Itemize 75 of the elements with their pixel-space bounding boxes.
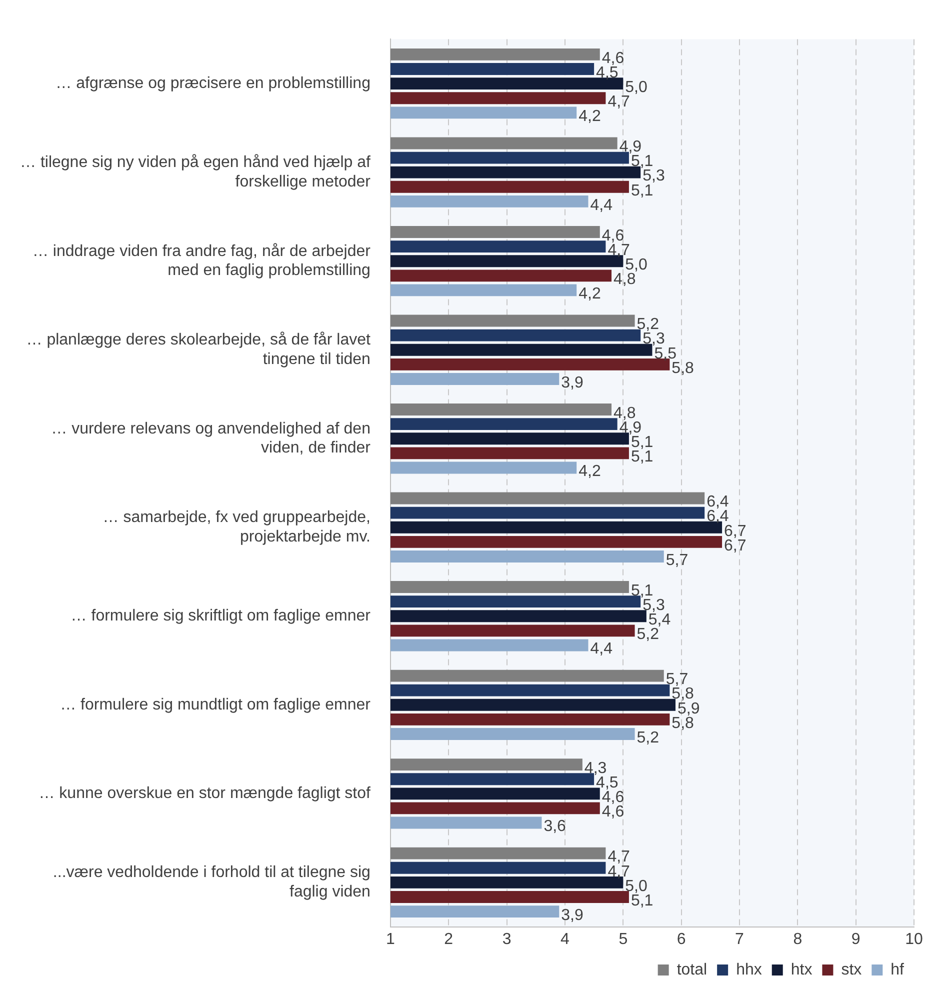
legend-label: stx xyxy=(841,961,862,978)
data-label: 5,8 xyxy=(672,686,694,703)
x-tick-label: 5 xyxy=(618,930,628,948)
data-label: 5,0 xyxy=(625,256,648,274)
data-label: 4,4 xyxy=(590,196,613,214)
x-tick-label: 7 xyxy=(735,930,744,948)
data-label: 4,2 xyxy=(578,463,601,480)
data-label: 5,4 xyxy=(648,612,671,629)
data-label: 4,8 xyxy=(614,271,636,288)
data-label: 4,4 xyxy=(590,640,613,658)
data-label: 3,9 xyxy=(561,374,584,392)
data-label: 5,0 xyxy=(625,78,648,96)
data-label: 5,1 xyxy=(630,582,654,600)
data-label: 4,7 xyxy=(608,848,630,866)
data-label: 4,9 xyxy=(619,419,642,436)
data-label: 6,7 xyxy=(724,537,746,554)
legend-label: hhx xyxy=(736,961,762,978)
data-label: 5,7 xyxy=(666,671,688,688)
y-tick-label: … planlægge deres skolearbejde, så de får lavet tingene til tiden xyxy=(26,332,372,368)
legend-label: total xyxy=(676,961,708,978)
data-label: 4,9 xyxy=(619,138,642,156)
y-tick-label: … formulere sig mundtligt om faglige emner xyxy=(60,696,372,714)
data-label: 4,6 xyxy=(602,50,624,67)
data-label: 5,9 xyxy=(678,700,700,718)
data-label: 5,1 xyxy=(630,434,654,452)
x-tick-label: 9 xyxy=(851,930,860,948)
x-tick-label: 8 xyxy=(793,930,802,948)
data-label: 4,8 xyxy=(614,404,636,422)
x-tick-label: 4 xyxy=(560,930,570,948)
data-label: 3,6 xyxy=(544,818,566,836)
x-tick-label: 1 xyxy=(386,930,396,948)
y-tick-label: … afgrænse og præcisere en problemstilling xyxy=(56,74,370,92)
data-label: 5,7 xyxy=(666,552,688,569)
data-label: 5,5 xyxy=(654,345,677,362)
data-label: 5,1 xyxy=(630,892,654,910)
data-label: 4,6 xyxy=(602,227,624,244)
data-label: 5,2 xyxy=(636,316,660,334)
data-label: 5,8 xyxy=(672,360,694,377)
y-tick-label: … samarbejde, fx ved gruppearbejde, projektarbejde mv. xyxy=(102,509,370,546)
data-label: 3,9 xyxy=(561,906,584,924)
data-label: 6,4 xyxy=(706,494,729,511)
data-label: 5,1 xyxy=(630,182,654,200)
data-label: 4,6 xyxy=(602,804,624,821)
data-label: 5,3 xyxy=(642,596,665,614)
data-label: 4,7 xyxy=(608,863,630,880)
data-label: 4,3 xyxy=(584,760,607,777)
data-label: 5,3 xyxy=(642,330,665,348)
y-tick-label: ...være vedholdende i forhold til at tilegne sig faglig viden xyxy=(52,864,370,900)
data-label: 4,5 xyxy=(596,774,618,792)
data-label: 5,2 xyxy=(636,626,660,644)
data-label: 5,0 xyxy=(625,878,648,895)
x-tick-label: 3 xyxy=(502,930,512,948)
data-label: 5,1 xyxy=(630,448,654,466)
legend-label: htx xyxy=(790,961,812,978)
data-label: 4,2 xyxy=(578,286,601,303)
x-tick-label: 2 xyxy=(444,930,454,948)
y-tick-label: … tilegne sig ny viden på egen hånd ved hjælp af forskellige metoder xyxy=(20,154,372,190)
data-label: 4,7 xyxy=(608,242,630,259)
data-label: 4,5 xyxy=(596,64,618,82)
x-tick-label: 10 xyxy=(905,930,923,948)
y-tick-label: … vurdere relevans og anvendelighed af den viden, de finder xyxy=(51,420,372,457)
data-label: 5,3 xyxy=(642,168,665,185)
y-tick-label: … inddrage viden fra andre fag, når de arbejder med en faglig problemstilling xyxy=(32,242,372,280)
legend-label: hf xyxy=(890,961,905,978)
data-label: 4,6 xyxy=(602,789,624,806)
data-label: 6,7 xyxy=(724,522,746,540)
data-label: 5,8 xyxy=(672,714,694,732)
y-tick-label: … kunne overskue en stor mængde fagligt stof xyxy=(38,785,372,802)
data-label: 5,1 xyxy=(630,153,654,170)
data-label: 5,2 xyxy=(636,729,660,746)
data-label: 6,4 xyxy=(706,508,729,526)
y-tick-label: … formulere sig skriftligt om faglige emner xyxy=(70,608,372,625)
data-label: 4,7 xyxy=(608,94,630,111)
data-label: 4,2 xyxy=(578,108,601,126)
x-tick-label: 6 xyxy=(676,930,686,948)
